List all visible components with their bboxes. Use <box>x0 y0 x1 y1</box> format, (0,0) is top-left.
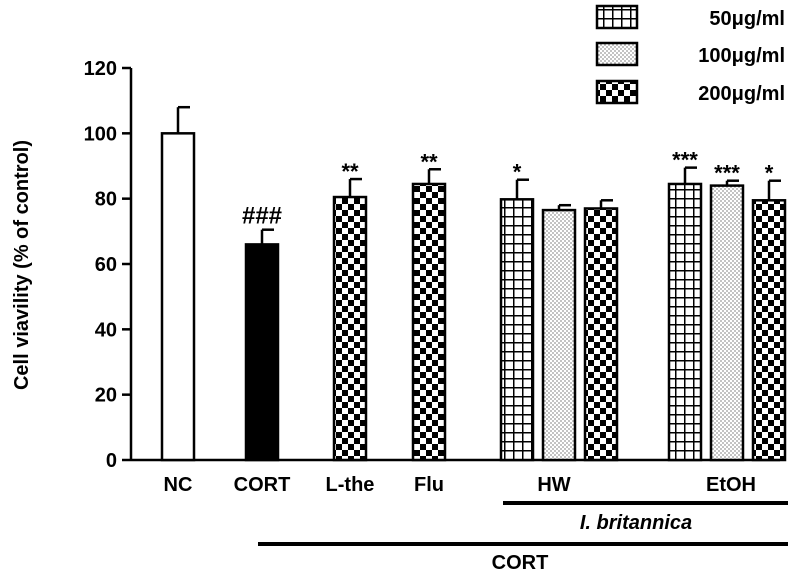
x-label-hw: HW <box>537 474 570 496</box>
bar-group <box>583 199 619 462</box>
bar <box>332 195 368 462</box>
y-tick-label: 0 <box>106 450 117 472</box>
legend-swatch-100 <box>595 41 639 67</box>
y-axis-label: Cell viavility (% of control) <box>11 140 33 390</box>
y-tick-label: 20 <box>95 385 117 407</box>
bar <box>244 243 280 462</box>
bar-group: ** <box>411 149 447 462</box>
y-ticks: 0 20 40 60 80 100 120 <box>84 58 131 472</box>
bar <box>751 199 787 462</box>
x-label-flu: Flu <box>414 474 444 496</box>
significance-label: * <box>513 160 522 185</box>
bar-group: *** <box>709 161 745 462</box>
legend-item-200: 200μg/ml <box>595 79 785 105</box>
y-tick-label: 40 <box>95 319 117 341</box>
significance-label: * <box>765 161 774 186</box>
bar-group: * <box>751 161 787 462</box>
x-label-cort: CORT <box>234 474 291 496</box>
x-labels: NC CORT L-the Flu HW EtOH <box>164 474 756 496</box>
bracket-label-extract: I. britannica <box>580 512 692 534</box>
legend-label-50: 50μg/ml <box>709 8 785 30</box>
bar-group: ### <box>242 203 282 462</box>
legend-label-100: 100μg/ml <box>698 45 785 67</box>
legend-item-50: 50μg/ml <box>595 4 785 30</box>
bar <box>667 182 703 462</box>
bar-group: * <box>499 160 535 462</box>
legend-item-100: 100μg/ml <box>595 41 785 67</box>
bar <box>583 207 619 462</box>
bar-group <box>160 105 196 462</box>
y-tick-label: 80 <box>95 189 117 211</box>
significance-label: ** <box>341 159 359 184</box>
significance-label: ** <box>420 149 438 174</box>
bar-group: ** <box>332 159 368 462</box>
significance-label: *** <box>672 148 698 173</box>
y-tick-label: 60 <box>95 254 117 276</box>
bar-group: *** <box>667 148 703 462</box>
group-brackets <box>258 501 788 546</box>
bar <box>160 132 196 462</box>
legend-label-200: 200μg/ml <box>698 83 785 105</box>
bar <box>541 208 577 462</box>
bracket-label-cort: CORT <box>492 552 549 574</box>
y-tick-label: 120 <box>84 58 117 80</box>
y-tick-label: 100 <box>84 123 117 145</box>
legend: 50μg/ml 100μg/ml 200μg/ml <box>595 4 785 105</box>
bars: ###** ** * ****** * <box>160 105 787 462</box>
bar <box>499 198 535 462</box>
x-label-etoh: EtOH <box>706 474 756 496</box>
x-label-l-the: L-the <box>326 474 375 496</box>
legend-swatch-200 <box>595 79 639 105</box>
significance-label: ### <box>242 203 282 230</box>
legend-swatch-50 <box>595 4 639 30</box>
bar-group <box>541 203 577 462</box>
bar <box>411 182 447 462</box>
x-label-nc: NC <box>164 474 193 496</box>
bar <box>709 184 745 462</box>
significance-label: *** <box>714 161 740 186</box>
